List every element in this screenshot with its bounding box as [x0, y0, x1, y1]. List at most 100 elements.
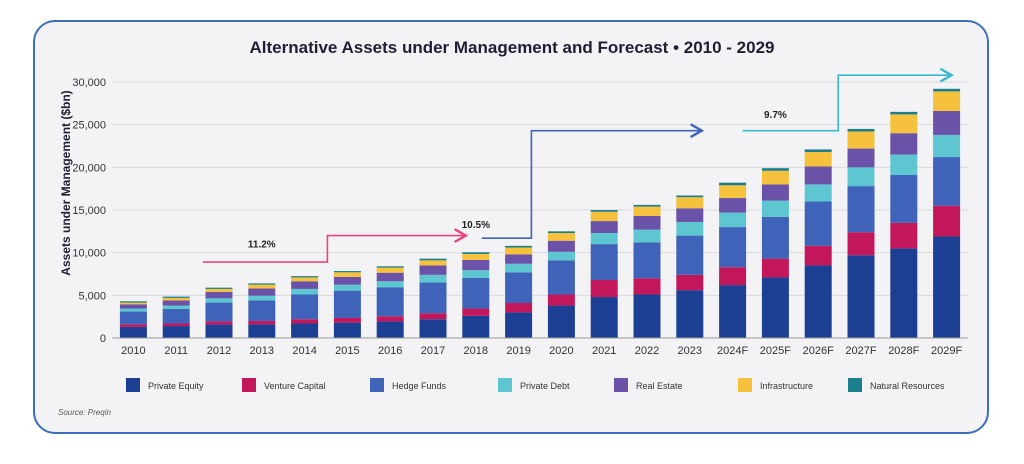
bar-natural-resources-2016 — [376, 266, 404, 268]
bar-real-estate-2012 — [205, 291, 233, 299]
bar-venture-capital-2027f — [847, 232, 875, 256]
bar-private-debt-2016 — [376, 281, 404, 288]
bar-private-equity-2017 — [419, 319, 447, 338]
bar-private-equity-2025f — [761, 277, 789, 338]
bar-private-debt-2022 — [633, 229, 661, 243]
bar-private-debt-2011 — [162, 305, 190, 309]
bar-private-debt-2019 — [505, 263, 533, 273]
x-tick-label: 2023 — [678, 345, 702, 357]
legend-swatch — [614, 378, 628, 392]
x-tick-label: 2029F — [931, 345, 962, 357]
bar-infrastructure-2027f — [847, 131, 875, 149]
bar-real-estate-2027f — [847, 148, 875, 168]
y-tick-label: 20,000 — [72, 162, 106, 174]
legend-swatch — [242, 378, 256, 392]
bar-hedge-funds-2024f — [719, 227, 747, 268]
legend-label: Infrastructure — [760, 381, 813, 391]
x-tick-label: 2014 — [292, 345, 316, 357]
bar-hedge-funds-2013 — [248, 300, 276, 321]
y-tick-label: 30,000 — [72, 77, 106, 89]
bar-infrastructure-2010 — [119, 302, 147, 305]
bar-private-equity-2016 — [376, 321, 404, 338]
growth-annotations: 11.2% 10.5% 9.7% — [203, 67, 955, 263]
bar-hedge-funds-2010 — [119, 311, 147, 325]
legend-label: Hedge Funds — [392, 381, 447, 391]
legend-swatch — [370, 378, 384, 392]
bar-natural-resources-2027f — [847, 128, 875, 132]
bar-natural-resources-2021 — [590, 210, 618, 212]
bar-private-debt-2010 — [119, 308, 147, 312]
bar-real-estate-2010 — [119, 304, 147, 309]
bar-private-equity-2012 — [205, 324, 233, 338]
growth-arrow — [203, 228, 469, 263]
x-tick-label: 2015 — [335, 345, 359, 357]
bar-real-estate-2029f — [933, 111, 961, 135]
bar-hedge-funds-2017 — [419, 282, 447, 314]
bar-venture-capital-2024f — [719, 267, 747, 286]
bar-natural-resources-2028f — [890, 111, 918, 115]
bar-real-estate-2024f — [719, 198, 747, 213]
x-tick-label: 2024F — [717, 345, 748, 357]
source-note: Source: Preqin — [58, 408, 111, 417]
bar-hedge-funds-2022 — [633, 242, 661, 279]
bar-natural-resources-2019 — [505, 245, 533, 248]
bar-venture-capital-2025f — [761, 258, 789, 278]
bar-infrastructure-2017 — [419, 260, 447, 266]
bar-venture-capital-2020 — [547, 294, 575, 306]
bar-private-equity-2026f — [804, 265, 832, 338]
bar-private-equity-2029f — [933, 236, 961, 338]
grid-lines — [112, 81, 968, 339]
bar-private-equity-2027f — [847, 255, 875, 338]
bar-real-estate-2021 — [590, 221, 618, 234]
x-tick-label: 2018 — [464, 345, 488, 357]
chart-title: Alternative Assets under Management and … — [249, 38, 775, 57]
bar-private-equity-2018 — [462, 315, 490, 338]
bar-venture-capital-2029f — [933, 205, 961, 237]
growth-rate-label: 10.5% — [462, 220, 490, 231]
bar-hedge-funds-2019 — [505, 272, 533, 304]
x-tick-label: 2017 — [421, 345, 445, 357]
bar-venture-capital-2023 — [676, 274, 704, 291]
bar-hedge-funds-2012 — [205, 302, 233, 322]
bar-natural-resources-2022 — [633, 204, 661, 207]
bar-natural-resources-2010 — [119, 301, 147, 303]
bar-private-debt-2026f — [804, 184, 832, 202]
bar-hedge-funds-2011 — [162, 308, 190, 324]
bar-natural-resources-2025f — [761, 168, 789, 171]
bar-private-debt-2014 — [291, 288, 319, 295]
bar-hedge-funds-2026f — [804, 201, 832, 246]
bar-infrastructure-2013 — [248, 284, 276, 289]
bar-natural-resources-2024f — [719, 182, 747, 186]
bar-venture-capital-2010 — [119, 324, 147, 327]
bar-infrastructure-2020 — [547, 233, 575, 241]
bar-real-estate-2018 — [462, 259, 490, 271]
bar-infrastructure-2025f — [761, 170, 789, 185]
x-tick-label: 2021 — [592, 345, 616, 357]
bar-infrastructure-2015 — [333, 272, 361, 277]
x-tick-label: 2019 — [506, 345, 530, 357]
bar-natural-resources-2023 — [676, 195, 704, 198]
bar-private-equity-2022 — [633, 294, 661, 338]
bar-infrastructure-2016 — [376, 267, 404, 273]
legend-label: Private Equity — [148, 381, 204, 391]
bar-hedge-funds-2015 — [333, 290, 361, 318]
bar-natural-resources-2020 — [547, 231, 575, 234]
bar-hedge-funds-2025f — [761, 216, 789, 259]
bar-infrastructure-2011 — [162, 297, 190, 301]
bar-hedge-funds-2023 — [676, 235, 704, 275]
bar-private-equity-2019 — [505, 312, 533, 338]
legend-label: Private Debt — [520, 381, 570, 391]
x-tick-label: 2013 — [250, 345, 274, 357]
y-tick-label: 5,000 — [78, 290, 106, 302]
x-tick-label: 2022 — [635, 345, 659, 357]
legend-swatch — [126, 378, 140, 392]
bar-private-debt-2020 — [547, 251, 575, 261]
bar-real-estate-2019 — [505, 254, 533, 264]
bar-natural-resources-2026f — [804, 149, 832, 152]
bar-natural-resources-2015 — [333, 271, 361, 273]
growth-arrow — [481, 123, 705, 239]
bar-private-equity-2014 — [291, 323, 319, 338]
bar-private-equity-2011 — [162, 326, 190, 338]
bar-natural-resources-2012 — [205, 287, 233, 289]
